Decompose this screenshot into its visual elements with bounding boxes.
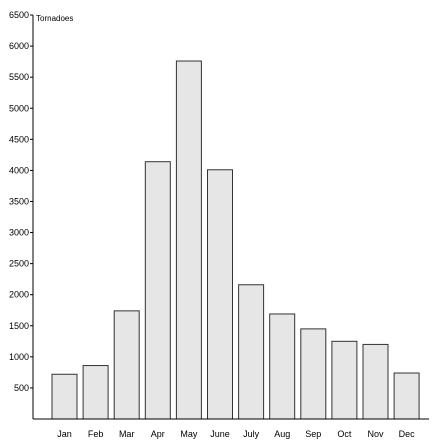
y-tick-label: 500	[14, 383, 29, 393]
bars	[51, 60, 420, 420]
bar-aug	[269, 313, 296, 420]
y-tick-label: 6500	[9, 10, 29, 20]
y-tick-label: 3000	[9, 228, 29, 238]
x-tick-label: Nov	[367, 429, 384, 439]
x-tick-label: Mar	[119, 429, 135, 439]
y-tick-label: 2000	[9, 290, 29, 300]
bar-nov	[362, 343, 389, 420]
x-axis-labels: Jan Feb Mar Apr May June July Aug Sep Oct Nov Dec	[57, 429, 415, 439]
y-axis-title: Tornadoes	[36, 14, 73, 23]
x-tick-label: May	[180, 429, 198, 439]
x-tick-label: Dec	[399, 429, 416, 439]
y-tick-label: 4500	[9, 134, 29, 144]
bar-oct	[331, 340, 358, 420]
y-axis-ticks: 500 1000 1500 2000 2500 3000 3500 4000 4500 5000 5…	[9, 10, 33, 393]
x-tick-label: Jan	[57, 429, 72, 439]
x-tick-label: Oct	[337, 429, 352, 439]
y-tick-label: 5000	[9, 103, 29, 113]
bar-sep	[300, 328, 327, 420]
bar-dec	[393, 372, 420, 420]
bar-jan	[51, 373, 78, 420]
y-tick-label: 3500	[9, 196, 29, 206]
bar-may	[175, 60, 202, 420]
x-tick-label: June	[210, 429, 230, 439]
x-tick-label: Sep	[305, 429, 321, 439]
bar-july	[238, 284, 265, 420]
y-tick-label: 1000	[9, 352, 29, 362]
x-tick-label: Aug	[274, 429, 290, 439]
y-tick-label: 4000	[9, 165, 29, 175]
bar-apr	[144, 161, 171, 420]
y-tick-label: 5500	[9, 72, 29, 82]
y-tick-label: 6000	[9, 41, 29, 51]
x-tick-label: Feb	[88, 429, 104, 439]
y-tick-label: 1500	[9, 321, 29, 331]
x-tick-label: Apr	[151, 429, 165, 439]
bar-mar	[113, 310, 140, 420]
y-tick-label: 2500	[9, 259, 29, 269]
x-tick-label: July	[243, 429, 260, 439]
bar-feb	[82, 365, 109, 420]
bar-june	[207, 169, 233, 420]
